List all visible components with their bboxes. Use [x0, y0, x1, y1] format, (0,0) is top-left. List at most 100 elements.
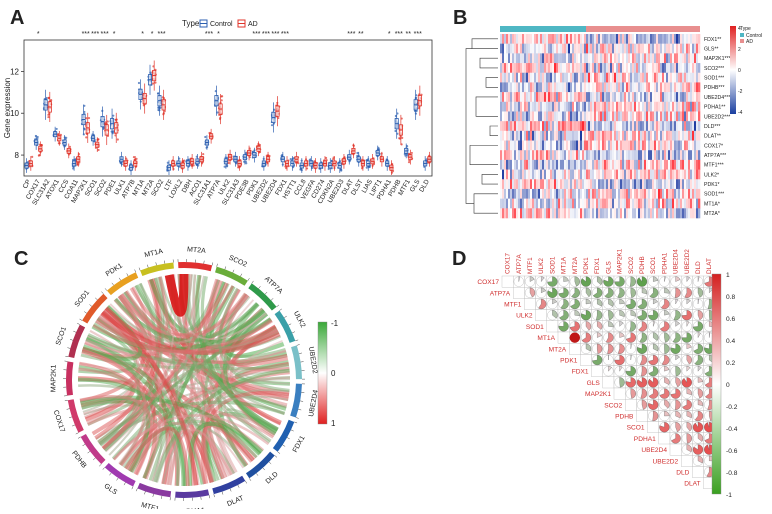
heatmap-cell: [588, 199, 590, 209]
heatmap-cell: [616, 208, 618, 218]
arc-tick: [119, 278, 121, 281]
heatmap-cell: [636, 208, 638, 218]
heatmap-cell: [682, 189, 684, 199]
heatmap-cell: [580, 179, 582, 189]
heatmap-cell: [546, 44, 548, 54]
arc-tick: [259, 286, 261, 288]
heatmap-cell: [576, 141, 578, 151]
heatmap-cell: [650, 208, 652, 218]
heatmap-cell: [654, 73, 656, 83]
heatmap-cell: [594, 141, 596, 151]
heatmap-cell: [516, 121, 518, 131]
heatmap-cell: [550, 44, 552, 54]
row-label: PDHB***: [704, 85, 724, 91]
heatmap-cell: [524, 111, 526, 121]
gene-label: UBE2D2: [307, 346, 318, 374]
heatmap-cell: [614, 150, 616, 160]
heatmap-cell: [506, 34, 508, 44]
heatmap-cell: [610, 121, 612, 131]
heatmap-cell: [686, 102, 688, 112]
heatmap-cell: [522, 34, 524, 44]
heatmap-cell: [544, 208, 546, 218]
heatmap-cell: [502, 131, 504, 141]
gene-arc: [140, 262, 174, 276]
heatmap-cell: [652, 102, 654, 112]
heatmap-cell: [688, 82, 690, 92]
heatmap-cell: [662, 131, 664, 141]
heatmap-cell: [618, 111, 620, 121]
heatmap-cell: [658, 208, 660, 218]
heatmap-cell: [534, 102, 536, 112]
heatmap-cell: [538, 150, 540, 160]
heatmap-cell: [672, 92, 674, 102]
heatmap-cell: [612, 160, 614, 170]
heatmap-cell: [538, 53, 540, 63]
heatmap-cell: [588, 179, 590, 189]
heatmap-cell: [582, 53, 584, 63]
heatmap-cell: [632, 102, 634, 112]
data-point: [47, 116, 49, 118]
heatmap-cell: [562, 121, 564, 131]
heatmap-cell: [554, 189, 556, 199]
heatmap-cell: [556, 102, 558, 112]
heatmap-cell: [588, 44, 590, 54]
heatmap-cell: [518, 92, 520, 102]
heatmap-cell: [526, 82, 528, 92]
heatmap-cell: [630, 111, 632, 121]
column-label: ATP7A: [516, 253, 523, 274]
heatmap-cell: [648, 208, 650, 218]
heatmap-cell: [692, 179, 694, 189]
heatmap-cell: [506, 102, 508, 112]
heatmap-cell: [596, 208, 598, 218]
heatmap-cell: [688, 208, 690, 218]
panel-label-d: D: [452, 248, 466, 270]
heatmap-cell: [678, 44, 680, 54]
heatmap-cell: [690, 199, 692, 209]
heatmap-cell: [686, 82, 688, 92]
arc-tick: [222, 492, 223, 495]
heatmap-cell: [658, 111, 660, 121]
heatmap-cell: [552, 44, 554, 54]
heatmap-cell: [530, 160, 532, 170]
heatmap-cell: [606, 170, 608, 180]
heatmap-cell: [500, 160, 502, 170]
heatmap-cell: [552, 179, 554, 189]
heatmap-cell: [500, 111, 502, 121]
heatmap-cell: [530, 208, 532, 218]
heatmap-cell: [630, 150, 632, 160]
heatmap-cell: [634, 82, 636, 92]
heatmap-cell: [634, 44, 636, 54]
matrix-cell: [547, 321, 558, 332]
heatmap-cell: [644, 34, 646, 44]
heatmap-cell: [584, 111, 586, 121]
heatmap-cell: [538, 82, 540, 92]
heatmap-cell: [610, 34, 612, 44]
heatmap-cell: [546, 131, 548, 141]
heatmap-cell: [568, 102, 570, 112]
heatmap-cell: [686, 199, 688, 209]
heatmap-cell: [694, 170, 696, 180]
heatmap-cell: [562, 111, 564, 121]
heatmap-cell: [520, 102, 522, 112]
heatmap-cell: [558, 189, 560, 199]
heatmap-cell: [684, 73, 686, 83]
heatmap-cell: [664, 131, 666, 141]
heatmap-cell: [526, 44, 528, 54]
heatmap-cell: [526, 34, 528, 44]
heatmap-cell: [552, 199, 554, 209]
heatmap-cell: [698, 63, 700, 73]
heatmap-cell: [622, 63, 624, 73]
heatmap-cell: [632, 73, 634, 83]
heatmap-cell: [688, 170, 690, 180]
heatmap-cell: [578, 170, 580, 180]
heatmap-cell: [592, 111, 594, 121]
heatmap-cell: [536, 160, 538, 170]
heatmap-cell: [554, 141, 556, 151]
heatmap-cell: [568, 121, 570, 131]
heatmap-cell: [510, 141, 512, 151]
heatmap-cell: [672, 82, 674, 92]
heatmap-cell: [698, 150, 700, 160]
heatmap-cell: [536, 82, 538, 92]
column-label: MTF1: [527, 257, 534, 274]
heatmap-cell: [596, 160, 598, 170]
